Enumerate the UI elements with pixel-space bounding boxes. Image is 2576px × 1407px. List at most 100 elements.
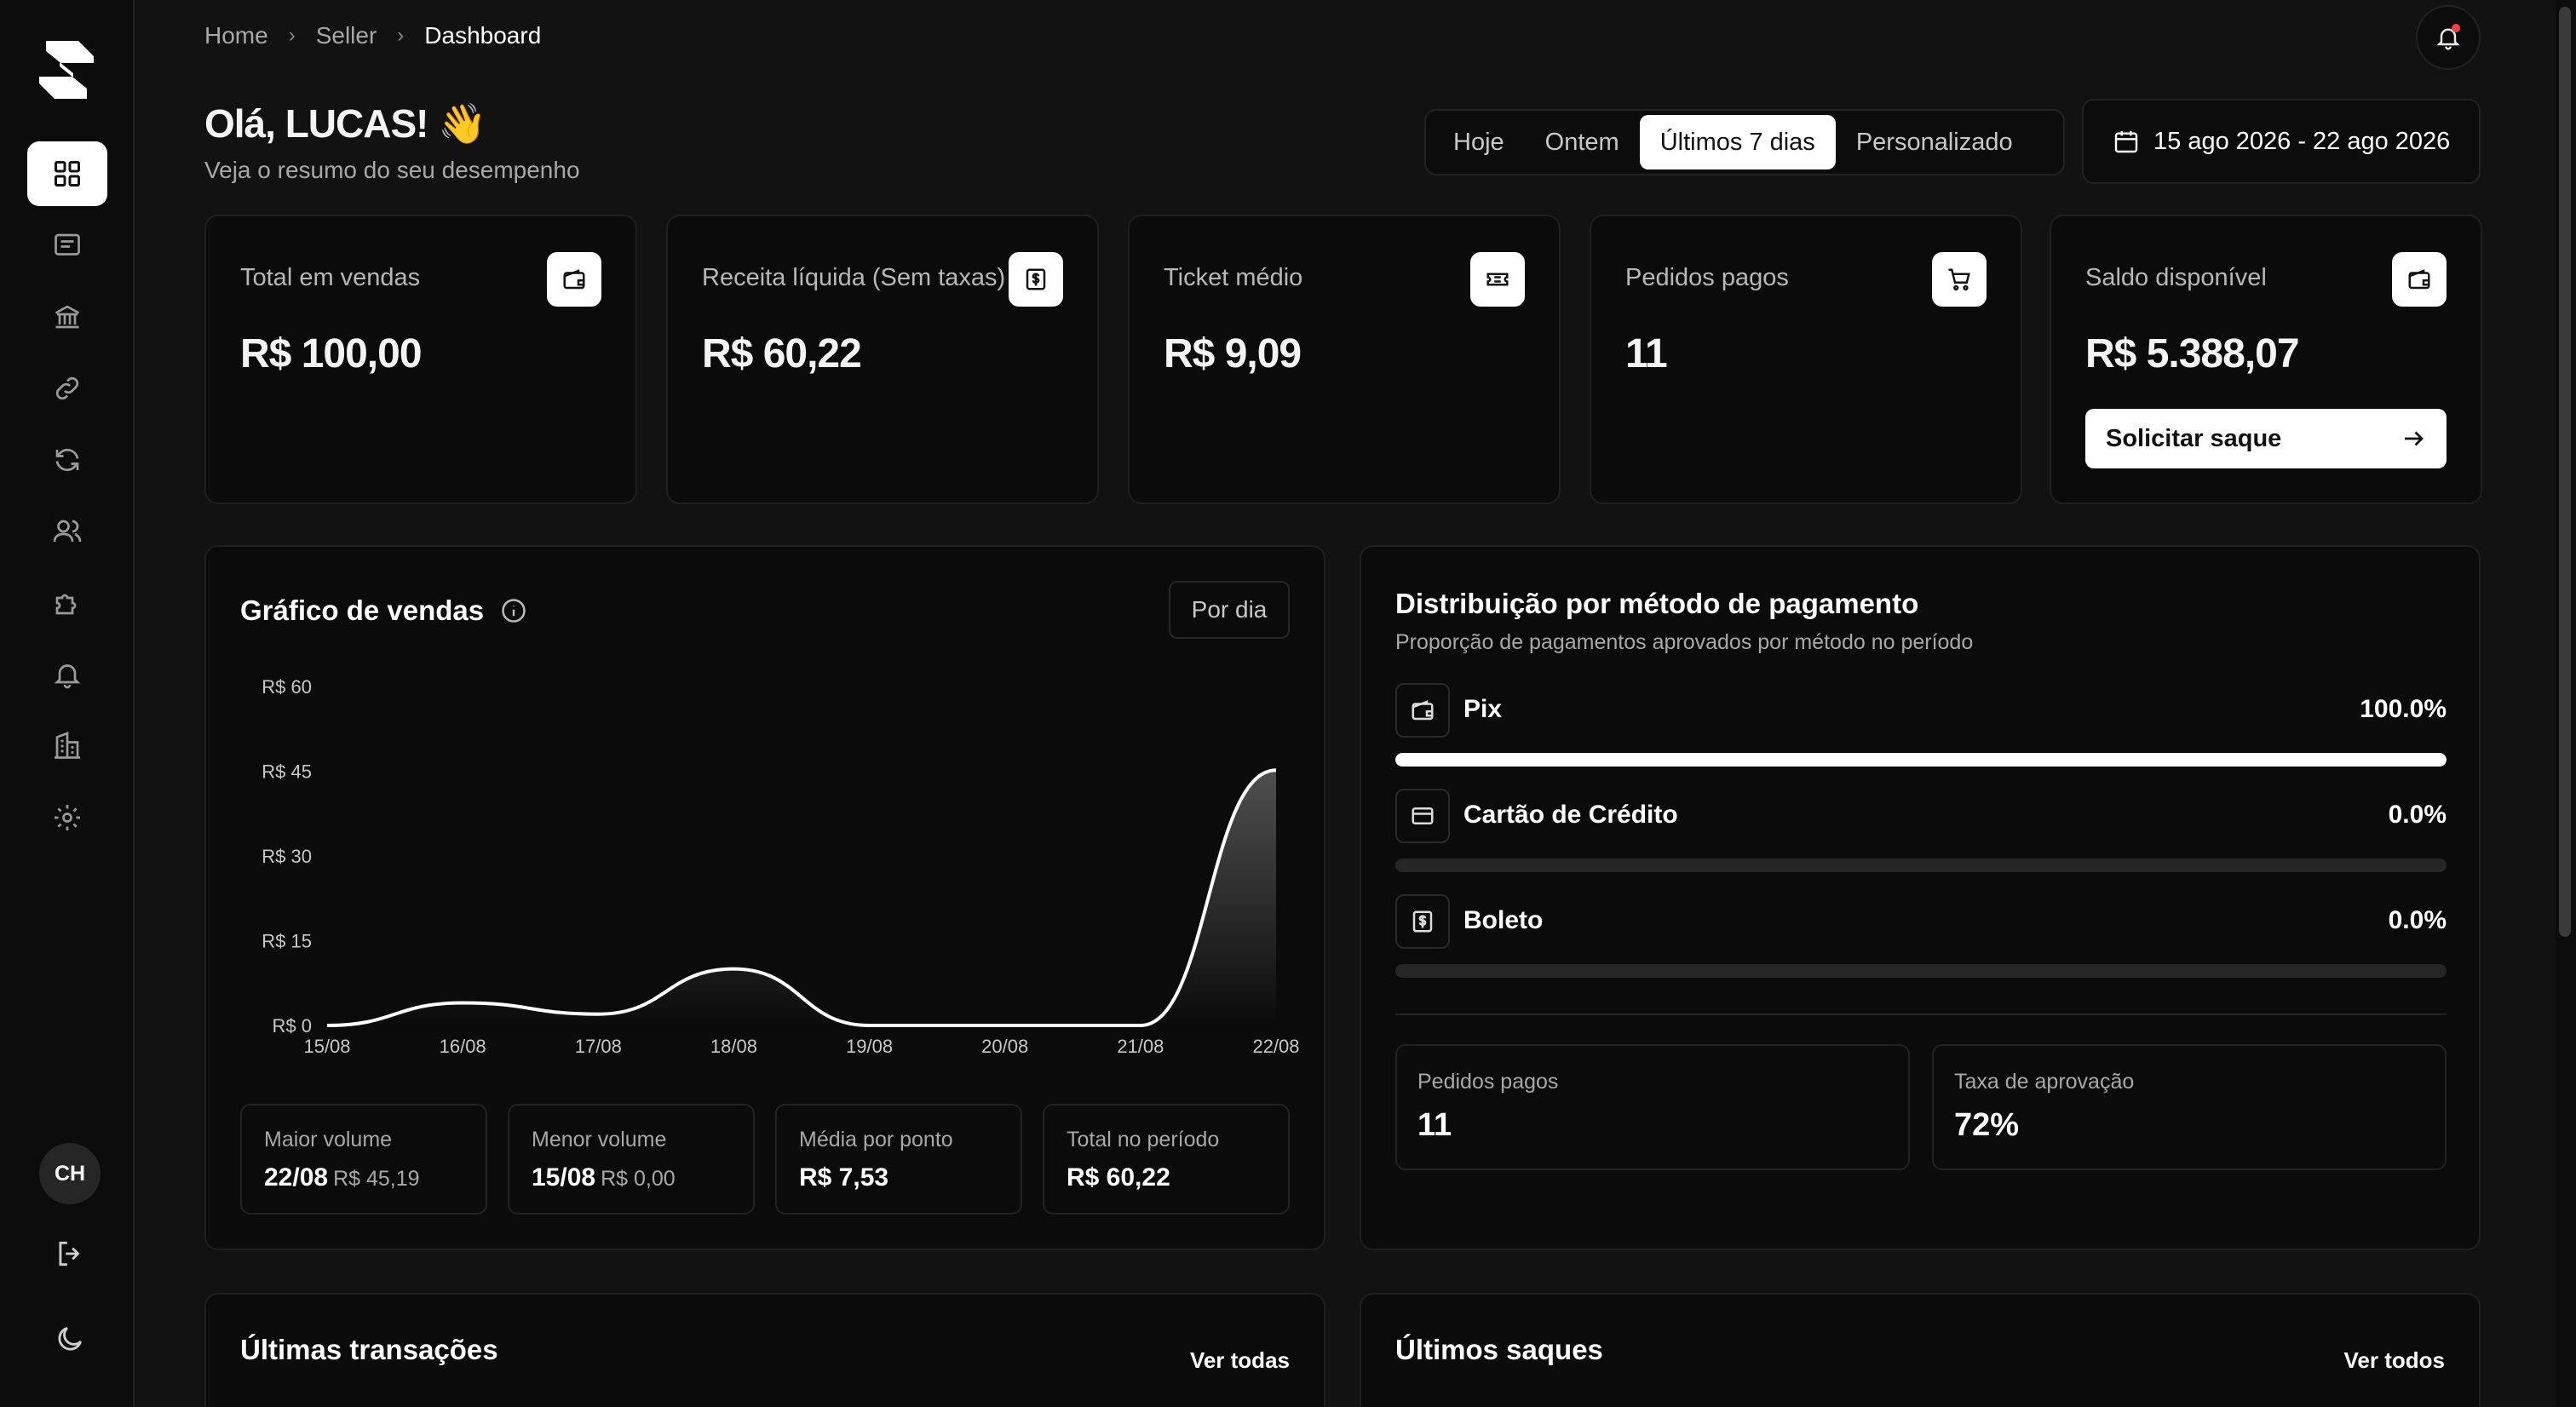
stat-label: Total em vendas [240, 264, 421, 291]
theme-toggle[interactable] [39, 1308, 101, 1370]
notifications-button[interactable] [2416, 5, 2481, 70]
breadcrumb: Home › Seller › Dashboard [204, 22, 541, 49]
breadcrumb-seller[interactable]: Seller [315, 22, 377, 49]
x-tick-label: 20/08 [981, 1036, 1028, 1057]
divider [1395, 1014, 2447, 1015]
stat-card-net-revenue: Receita líquida (Sem taxas) R$ 60,22 [666, 215, 1099, 504]
stat-value: R$ 9,09 [1164, 331, 1302, 376]
summary-value: R$ 60,22 [1067, 1163, 1170, 1192]
stat-value: R$ 100,00 [240, 331, 423, 376]
sales-line [326, 768, 1277, 1028]
see-all-transactions-link[interactable]: Ver todas [1189, 1347, 1290, 1373]
stat-label: Receita líquida (Sem taxas) [702, 264, 1006, 291]
nav-links[interactable] [27, 356, 107, 421]
progress-track [1395, 859, 2447, 872]
wallet-icon [547, 252, 601, 307]
message-square-icon [55, 233, 80, 256]
x-tick-label: 16/08 [440, 1036, 486, 1057]
user-avatar[interactable]: CH [39, 1143, 101, 1204]
summary-sub: R$ 45,19 [333, 1167, 420, 1191]
nav-messages[interactable] [27, 213, 107, 278]
info-icon[interactable] [501, 598, 526, 623]
payment-method-percent: 100.0% [2360, 695, 2447, 723]
nav-company[interactable] [27, 714, 107, 778]
breadcrumb-home[interactable]: Home [204, 22, 268, 49]
x-tick-label: 22/08 [1252, 1036, 1299, 1057]
payment-distribution-card: Distribuição por método de pagamento Pro… [1360, 545, 2481, 1250]
x-tick-label: 17/08 [575, 1036, 622, 1057]
nav-dashboard[interactable] [27, 141, 107, 206]
nav-settings[interactable] [27, 785, 107, 850]
period-selector: Hoje Ontem Últimos 7 dias Personalizado [1424, 109, 2065, 175]
bell-icon [54, 664, 81, 689]
box-value: 72% [1954, 1107, 2020, 1143]
period-yesterday[interactable]: Ontem [1544, 128, 1619, 156]
building-icon [55, 732, 80, 759]
period-last-7-days[interactable]: Últimos 7 dias [1639, 115, 1836, 169]
payment-method-name: Boleto [1463, 906, 1544, 934]
stat-value: R$ 60,22 [702, 331, 862, 376]
summary-highest-volume: Maior volume 22/08 R$ 45,19 [240, 1104, 487, 1215]
cart-icon [1932, 252, 1987, 307]
dollar-bill-icon [1395, 894, 1450, 949]
stat-label: Pedidos pagos [1625, 264, 1789, 291]
ticket-icon [1470, 252, 1525, 307]
summary-value: 22/08 [264, 1163, 329, 1192]
page-subtitle: Veja o resumo do seu desempenho [204, 157, 580, 183]
logout-button[interactable] [39, 1223, 101, 1284]
box-label: Pedidos pagos [1417, 1070, 1559, 1094]
y-tick-label: R$ 15 [262, 931, 312, 952]
latest-transactions-card: Últimas transações Ver todas [204, 1293, 1325, 1407]
scroll-thumb[interactable] [2559, 7, 2571, 937]
chevron-right-icon: › [397, 24, 405, 47]
summary-value: R$ 7,53 [799, 1163, 889, 1192]
bank-icon [55, 305, 80, 329]
date-range-picker[interactable]: 15 ago 2026 - 22 ago 2026 [2082, 99, 2481, 184]
page-title: Olá, LUCAS! 👋 [204, 101, 487, 146]
sales-chart-title: Gráfico de vendas [240, 594, 485, 626]
nav-customers[interactable] [27, 499, 107, 564]
brand-logo[interactable] [34, 37, 99, 102]
sidebar: CH [0, 0, 135, 1407]
per-day-toggle[interactable]: Por dia [1169, 581, 1290, 639]
summary-label: Total no período [1067, 1128, 1220, 1151]
sales-chart-card: Gráfico de vendas Por dia R$ 0 R$ 15 R$ 30… [204, 545, 1325, 1250]
date-range-text: 15 ago 2026 - 22 ago 2026 [2153, 127, 2451, 155]
sales-chart: R$ 0 R$ 15 R$ 30 R$ 45 R$ 60 15/08 16/08 17/08… [262, 676, 1299, 1057]
nav-integrations[interactable] [27, 571, 107, 635]
stat-card-average-ticket: Ticket médio R$ 9,09 [1128, 215, 1561, 504]
bell-icon [2436, 28, 2460, 50]
nav-notifications[interactable] [27, 642, 107, 707]
summary-label: Média por ponto [799, 1128, 953, 1151]
nav-bank[interactable] [27, 284, 107, 349]
payment-method-percent: 0.0% [2388, 906, 2447, 934]
summary-value: 15/08 [532, 1163, 596, 1192]
progress-fill [1395, 753, 2447, 767]
logout-icon [59, 1241, 80, 1266]
payment-method-name: Pix [1463, 695, 1503, 723]
box-label: Taxa de aprovação [1954, 1070, 2135, 1094]
see-all-withdrawals-link[interactable]: Ver todos [2343, 1347, 2445, 1373]
gear-icon [55, 805, 80, 830]
moon-icon [58, 1326, 83, 1351]
y-tick-label: R$ 30 [262, 846, 312, 867]
payment-method-percent: 0.0% [2388, 801, 2447, 829]
payment-distribution-title: Distribuição por método de pagamento [1395, 588, 1919, 619]
y-tick-label: R$ 60 [262, 676, 312, 698]
stat-card-total-sales: Total em vendas R$ 100,00 [204, 215, 637, 504]
calendar-icon [2114, 131, 2138, 153]
request-withdrawal-button[interactable]: Solicitar saque [2085, 409, 2447, 468]
stat-value: 11 [1625, 331, 1668, 376]
credit-card-icon [1395, 789, 1450, 843]
page-scrollbar[interactable] [2556, 0, 2576, 1407]
period-today[interactable]: Hoje [1453, 128, 1504, 156]
summary-label: Menor volume [532, 1128, 667, 1151]
x-tick-label: 21/08 [1117, 1036, 1164, 1057]
nav-subscriptions[interactable] [27, 428, 107, 492]
puzzle-icon [55, 594, 77, 615]
stat-label: Ticket médio [1164, 264, 1303, 291]
notification-dot [2452, 24, 2460, 32]
stat-value: R$ 5.388,07 [2085, 331, 2300, 376]
wallet-icon [2392, 252, 2447, 307]
period-custom[interactable]: Personalizado [1855, 128, 2013, 156]
